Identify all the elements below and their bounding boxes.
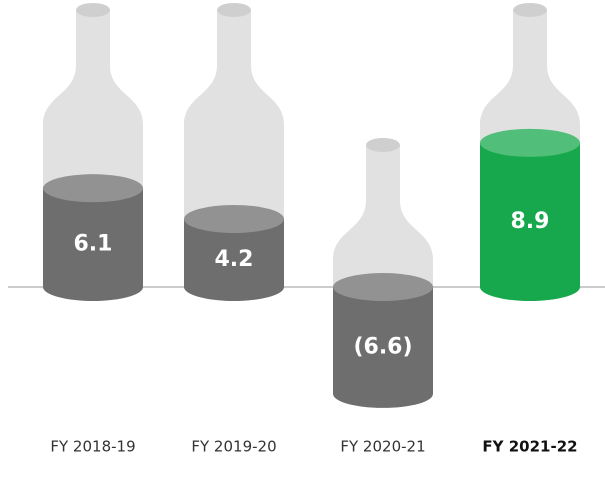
bottle-neck-top [366,138,400,152]
value-label: 4.2 [215,247,254,272]
bar [333,287,433,394]
value-label: 8.9 [511,209,550,234]
x-tick-label: FY 2021-22 [482,438,577,456]
value-label: (6.6) [353,334,412,359]
x-tick-label: FY 2020-21 [340,438,425,456]
bar-top [333,273,433,301]
bar [480,142,580,287]
value-label: 6.1 [74,232,113,257]
bar-top [184,204,284,233]
bar-top [480,128,580,157]
bottle-neck-top [217,3,251,17]
bottle-neck-top [76,3,110,17]
x-tick-label: FY 2019-20 [191,438,276,456]
bar-top [43,174,143,203]
x-tick-label: FY 2018-19 [50,438,135,456]
bar [43,188,143,287]
bottle-neck-top [513,3,547,17]
